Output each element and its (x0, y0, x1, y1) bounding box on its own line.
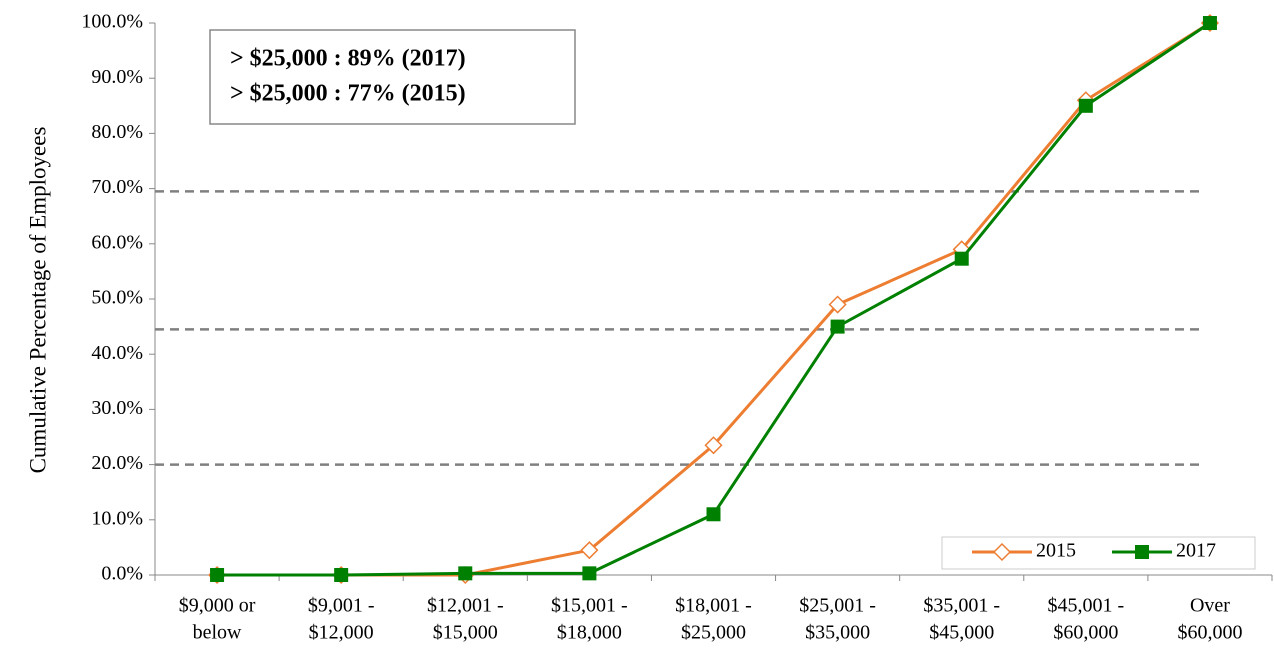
data-point (1078, 98, 1093, 113)
x-tick-label: $18,001 - (675, 595, 752, 617)
y-tick-label: 100.0% (81, 11, 143, 33)
data-point (706, 507, 721, 522)
x-tick-label: $9,001 - (308, 595, 375, 617)
x-tick-label: $35,001 - (923, 595, 1000, 617)
data-point (1202, 16, 1217, 30)
x-tick-label: $18,000 (557, 622, 622, 644)
y-tick-label: 20.0% (91, 452, 143, 474)
annotation-box (209, 29, 576, 125)
y-tick-label: 40.0% (91, 342, 143, 364)
legend-marker (992, 542, 1012, 562)
legend-label: 2017 (1176, 540, 1216, 562)
data-point (210, 568, 225, 582)
y-tick-label: 60.0% (91, 231, 143, 253)
x-tick-label: $35,000 (805, 622, 870, 644)
y-tick-label: 90.0% (91, 66, 143, 88)
x-tick-label: $12,000 (309, 622, 374, 644)
legend-label: 2015 (1036, 540, 1076, 562)
x-tick-label: $12,001 - (427, 595, 504, 617)
data-point (954, 251, 969, 266)
y-tick-label: 50.0% (91, 287, 143, 309)
data-point (458, 566, 473, 581)
y-tick-label: 0.0% (101, 563, 143, 585)
x-tick-label: $9,000 or (179, 595, 256, 617)
x-tick-label: $60,000 (1053, 622, 1118, 644)
y-tick-label: 10.0% (91, 507, 143, 529)
y-axis-label: Cumulative Percentage of Employees (25, 127, 50, 474)
x-tick-label: $25,001 - (799, 595, 876, 617)
data-point (334, 568, 349, 582)
y-tick-label: 80.0% (91, 121, 143, 143)
y-tick-label: 30.0% (91, 397, 143, 419)
x-tick-label: Over (1190, 595, 1230, 617)
data-point (830, 319, 845, 334)
y-tick-label: 70.0% (91, 176, 143, 198)
x-tick-label: $25,000 (681, 622, 746, 644)
annotation: > $25,000 : 89% (2017) (230, 46, 466, 72)
x-tick-label: $45,000 (929, 622, 994, 644)
data-point (580, 541, 599, 560)
x-tick-label: $15,001 - (551, 595, 628, 617)
annotation: > $25,000 : 77% (2015) (230, 81, 466, 107)
x-tick-label: $45,001 - (1047, 595, 1124, 617)
x-tick-label: $15,000 (433, 622, 498, 644)
data-point (582, 566, 597, 581)
data-point (704, 436, 723, 455)
x-tick-label: below (193, 622, 242, 644)
legend-marker (1135, 545, 1149, 559)
x-tick-label: $60,000 (1177, 622, 1242, 644)
data-point (828, 295, 847, 314)
